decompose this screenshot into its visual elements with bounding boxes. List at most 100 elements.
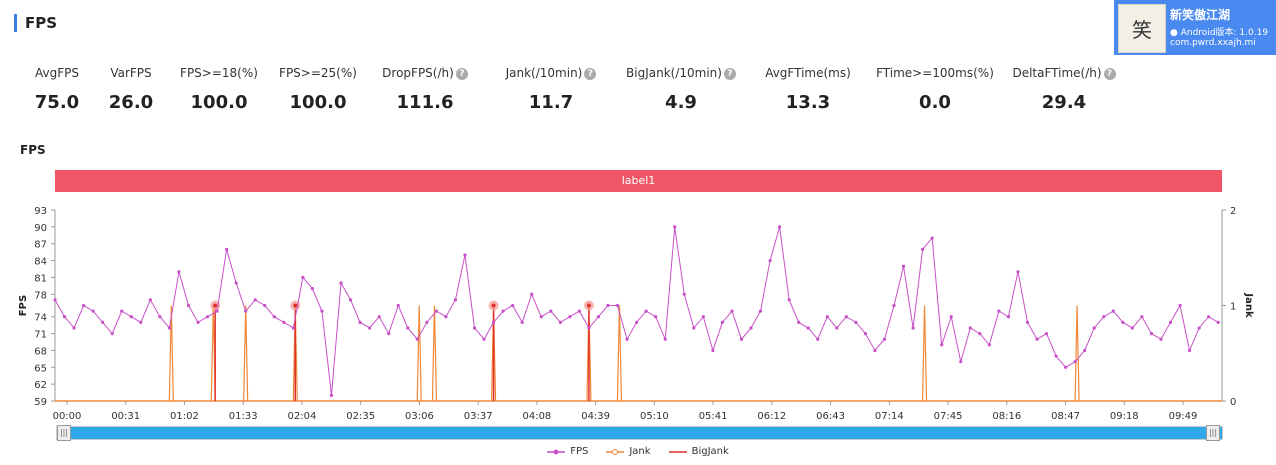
fps-point — [949, 315, 953, 319]
fps-point — [940, 343, 944, 347]
y2-tick-label: 1 — [1230, 302, 1236, 313]
stat-3: FPS>=25(%) 100.0 — [258, 66, 378, 113]
fps-point — [1102, 315, 1106, 319]
fps-point — [892, 303, 896, 308]
legend-jank[interactable]: Jank — [606, 446, 651, 457]
y-tick-label: 71 — [34, 330, 47, 341]
stat-8: FTime>=100ms(%) 0.0 — [875, 66, 995, 113]
fps-point — [511, 303, 515, 308]
fps-point — [1035, 337, 1039, 341]
stat-label: BigJank(/10min)? — [621, 66, 741, 80]
stat-value: 11.7 — [528, 92, 574, 113]
fps-point — [387, 331, 391, 336]
fps-point — [196, 320, 200, 324]
legend-fps[interactable]: FPS — [547, 446, 588, 457]
jank-spike — [431, 305, 438, 402]
help-icon[interactable]: ? — [455, 67, 468, 80]
jank-spike — [210, 305, 216, 402]
fps-point — [1130, 326, 1134, 330]
x-tick-label: 02:35 — [346, 411, 375, 422]
fps-point — [1025, 320, 1030, 324]
fps-point — [1006, 315, 1011, 319]
help-icon[interactable]: ? — [1103, 67, 1116, 80]
fps-point — [768, 258, 772, 263]
scrollbar-right-handle[interactable]: ||| — [1206, 425, 1220, 441]
fps-point — [959, 360, 963, 364]
fps-point — [749, 326, 753, 330]
scrollbar-left-handle[interactable]: ||| — [57, 425, 71, 441]
fps-point — [91, 309, 95, 313]
app-version-text: Android版本: 1.0.19 — [1180, 28, 1269, 38]
stat-label: FPS>=25(%) — [258, 66, 378, 80]
stat-label: FTime>=100ms(%) — [875, 66, 995, 80]
stat-label-text: FPS>=18(%) — [180, 66, 258, 80]
bigjank-marker-dot — [491, 303, 496, 308]
fps-point — [1111, 309, 1115, 313]
fps-point — [549, 309, 553, 313]
fps-point — [682, 292, 686, 296]
fps-point — [606, 303, 610, 308]
fps-point — [482, 337, 486, 341]
stat-label-text: DeltaFTime(/h) — [1012, 66, 1102, 80]
fps-point — [1216, 320, 1220, 324]
y-tick-label: 62 — [34, 380, 47, 391]
app-package: com.pwrd.xxajh.mi — [1170, 38, 1256, 48]
y-tick-label: 87 — [34, 240, 47, 251]
fps-point — [415, 337, 419, 341]
help-icon[interactable]: ? — [584, 67, 597, 80]
chart-legend: FPS Jank BigJank — [0, 446, 1276, 457]
fps-point — [520, 320, 524, 324]
stat-label-text: DropFPS(/h) — [382, 66, 454, 80]
fps-point — [587, 326, 591, 330]
x-tick-label: 01:33 — [229, 411, 258, 422]
fps-point — [310, 287, 315, 291]
stat-label: Jank(/10min)? — [491, 66, 611, 80]
stat-label: DeltaFTime(/h)? — [1004, 66, 1124, 80]
stat-value: 75.0 — [34, 92, 80, 113]
stat-7: AvgFTime(ms) 13.3 — [748, 66, 868, 113]
bigjank-marker-dot — [213, 303, 218, 308]
x-tick-label: 02:04 — [288, 411, 317, 422]
fps-point — [244, 309, 248, 313]
stat-label: DropFPS(/h)? — [365, 66, 485, 80]
fps-point — [53, 298, 57, 302]
fps-point — [1121, 320, 1125, 324]
fps-point — [186, 303, 191, 308]
fps-point — [539, 315, 543, 319]
bigjank-marker — [290, 300, 301, 311]
bigjank-legend-icon — [668, 450, 687, 453]
fps-point — [72, 326, 76, 330]
jank-spike — [292, 305, 298, 402]
fps-point — [720, 320, 725, 324]
x-tick-label: 00:31 — [111, 411, 140, 422]
time-scrollbar[interactable] — [56, 426, 1223, 440]
fps-point — [921, 247, 925, 251]
fps-point — [82, 303, 86, 308]
fps-point — [901, 264, 906, 268]
y-tick-label: 90 — [34, 223, 47, 234]
fps-point — [348, 298, 353, 302]
fps-point — [406, 326, 410, 330]
fps-point — [205, 315, 210, 319]
fps-point — [596, 315, 601, 319]
fps-point — [615, 303, 620, 308]
fps-point — [778, 225, 782, 229]
stat-value: 29.4 — [1041, 92, 1087, 113]
jank-spike — [586, 305, 592, 402]
fps-point — [339, 281, 343, 285]
fps-point — [854, 320, 858, 324]
fps-point — [434, 309, 438, 313]
x-tick-label: 04:08 — [522, 411, 551, 422]
fps-point — [758, 309, 763, 313]
fps-point — [1083, 348, 1087, 353]
fps-point — [320, 309, 324, 313]
help-icon[interactable]: ? — [723, 67, 736, 80]
bigjank-marker — [210, 300, 221, 311]
fps-point — [167, 326, 172, 330]
legend-bigjank-label: BigJank — [691, 446, 729, 457]
fps-point — [797, 320, 801, 324]
fps-point — [139, 320, 143, 324]
fps-point — [568, 315, 572, 319]
fps-point — [472, 326, 477, 330]
legend-bigjank[interactable]: BigJank — [668, 446, 729, 457]
